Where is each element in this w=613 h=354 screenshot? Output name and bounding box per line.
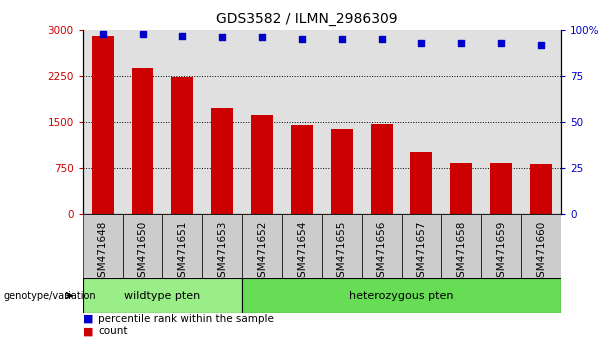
Text: count: count xyxy=(98,326,128,336)
Bar xyxy=(521,214,561,278)
Bar xyxy=(83,278,242,313)
Point xyxy=(98,31,108,36)
Bar xyxy=(362,30,402,214)
Point xyxy=(218,35,227,40)
Bar xyxy=(202,214,242,278)
Bar xyxy=(202,30,242,214)
Bar xyxy=(162,214,202,278)
Text: GSM471658: GSM471658 xyxy=(456,221,466,284)
Text: wildtype pten: wildtype pten xyxy=(124,291,200,301)
Bar xyxy=(441,214,481,278)
Text: percentile rank within the sample: percentile rank within the sample xyxy=(98,314,274,324)
Bar xyxy=(322,214,362,278)
Text: GSM471650: GSM471650 xyxy=(137,221,148,284)
Bar xyxy=(282,30,322,214)
Point xyxy=(178,33,188,39)
Bar xyxy=(172,77,193,214)
Bar xyxy=(451,163,472,214)
Bar xyxy=(242,278,561,313)
Bar xyxy=(362,214,402,278)
Point xyxy=(137,31,148,36)
Bar xyxy=(521,30,561,214)
Text: ■: ■ xyxy=(83,326,93,336)
Bar xyxy=(331,129,352,214)
Bar xyxy=(123,214,162,278)
Text: genotype/variation: genotype/variation xyxy=(3,291,96,301)
Bar xyxy=(411,152,432,214)
Bar xyxy=(211,108,233,214)
Bar xyxy=(162,30,202,214)
Bar xyxy=(371,124,392,214)
Text: GSM471651: GSM471651 xyxy=(177,221,188,284)
Text: GSM471659: GSM471659 xyxy=(496,221,506,284)
Bar xyxy=(251,115,273,214)
Bar xyxy=(132,68,153,214)
Point xyxy=(497,40,506,46)
Text: GSM471655: GSM471655 xyxy=(337,221,347,284)
Bar xyxy=(490,162,512,214)
Text: ■: ■ xyxy=(83,314,93,324)
Text: heterozygous pten: heterozygous pten xyxy=(349,291,454,301)
Text: GSM471657: GSM471657 xyxy=(416,221,427,284)
Bar xyxy=(83,214,123,278)
Point xyxy=(456,40,466,46)
Bar xyxy=(83,30,123,214)
Bar xyxy=(481,30,521,214)
Text: GSM471654: GSM471654 xyxy=(297,221,307,284)
Bar xyxy=(282,214,322,278)
Text: GDS3582 / ILMN_2986309: GDS3582 / ILMN_2986309 xyxy=(216,12,397,27)
Text: GSM471652: GSM471652 xyxy=(257,221,267,284)
Bar xyxy=(291,125,313,214)
Bar xyxy=(92,36,113,214)
Text: GSM471656: GSM471656 xyxy=(376,221,387,284)
Bar xyxy=(322,30,362,214)
Text: GSM471648: GSM471648 xyxy=(97,221,108,284)
Bar xyxy=(530,164,552,214)
Bar xyxy=(441,30,481,214)
Bar xyxy=(242,30,282,214)
Point xyxy=(257,35,267,40)
Point xyxy=(536,42,546,48)
Bar xyxy=(481,214,521,278)
Point xyxy=(337,36,347,42)
Text: GSM471653: GSM471653 xyxy=(217,221,227,284)
Point xyxy=(297,36,307,42)
Bar xyxy=(123,30,162,214)
Point xyxy=(376,36,386,42)
Text: GSM471660: GSM471660 xyxy=(536,221,546,284)
Bar xyxy=(242,214,282,278)
Bar xyxy=(402,214,441,278)
Bar xyxy=(402,30,441,214)
Point xyxy=(417,40,427,46)
